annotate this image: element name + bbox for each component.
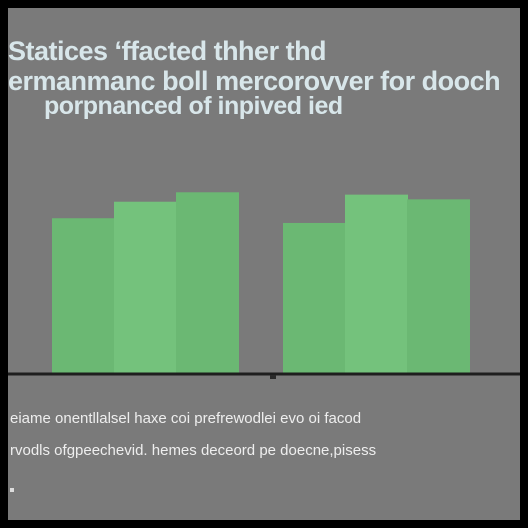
bar-group-2-bar-2 [345, 194, 408, 374]
caption-line-1: eiame onentllalsel haxe coi prefrewodlei… [10, 410, 362, 427]
chart-title-line-1: Statices ʻffacted thher thd [8, 36, 327, 66]
bar-group-1-bar-1 [52, 218, 115, 374]
bar-group-1-bar-2 [114, 201, 177, 374]
chart-title-line-2: ermanmanc boll mercorovver for dooch [8, 66, 501, 96]
bar-group-2-bar-3 [407, 199, 470, 374]
bar-group-1-bar-3 [176, 192, 239, 374]
corner-mark [10, 488, 14, 492]
chart-figure: Statices ʻffacted thher thd ermanmanc bo… [8, 8, 520, 520]
bars-layer [52, 192, 470, 374]
chart-title-line-3: porpnanced of inpived ied [44, 92, 343, 120]
x-axis-center-tick [270, 375, 276, 379]
bar-group-2-bar-1 [283, 222, 346, 374]
caption-line-2: rvodls ofgpeechevid. hemes deceord pe do… [10, 442, 377, 459]
bar-chart-plot [8, 192, 520, 379]
